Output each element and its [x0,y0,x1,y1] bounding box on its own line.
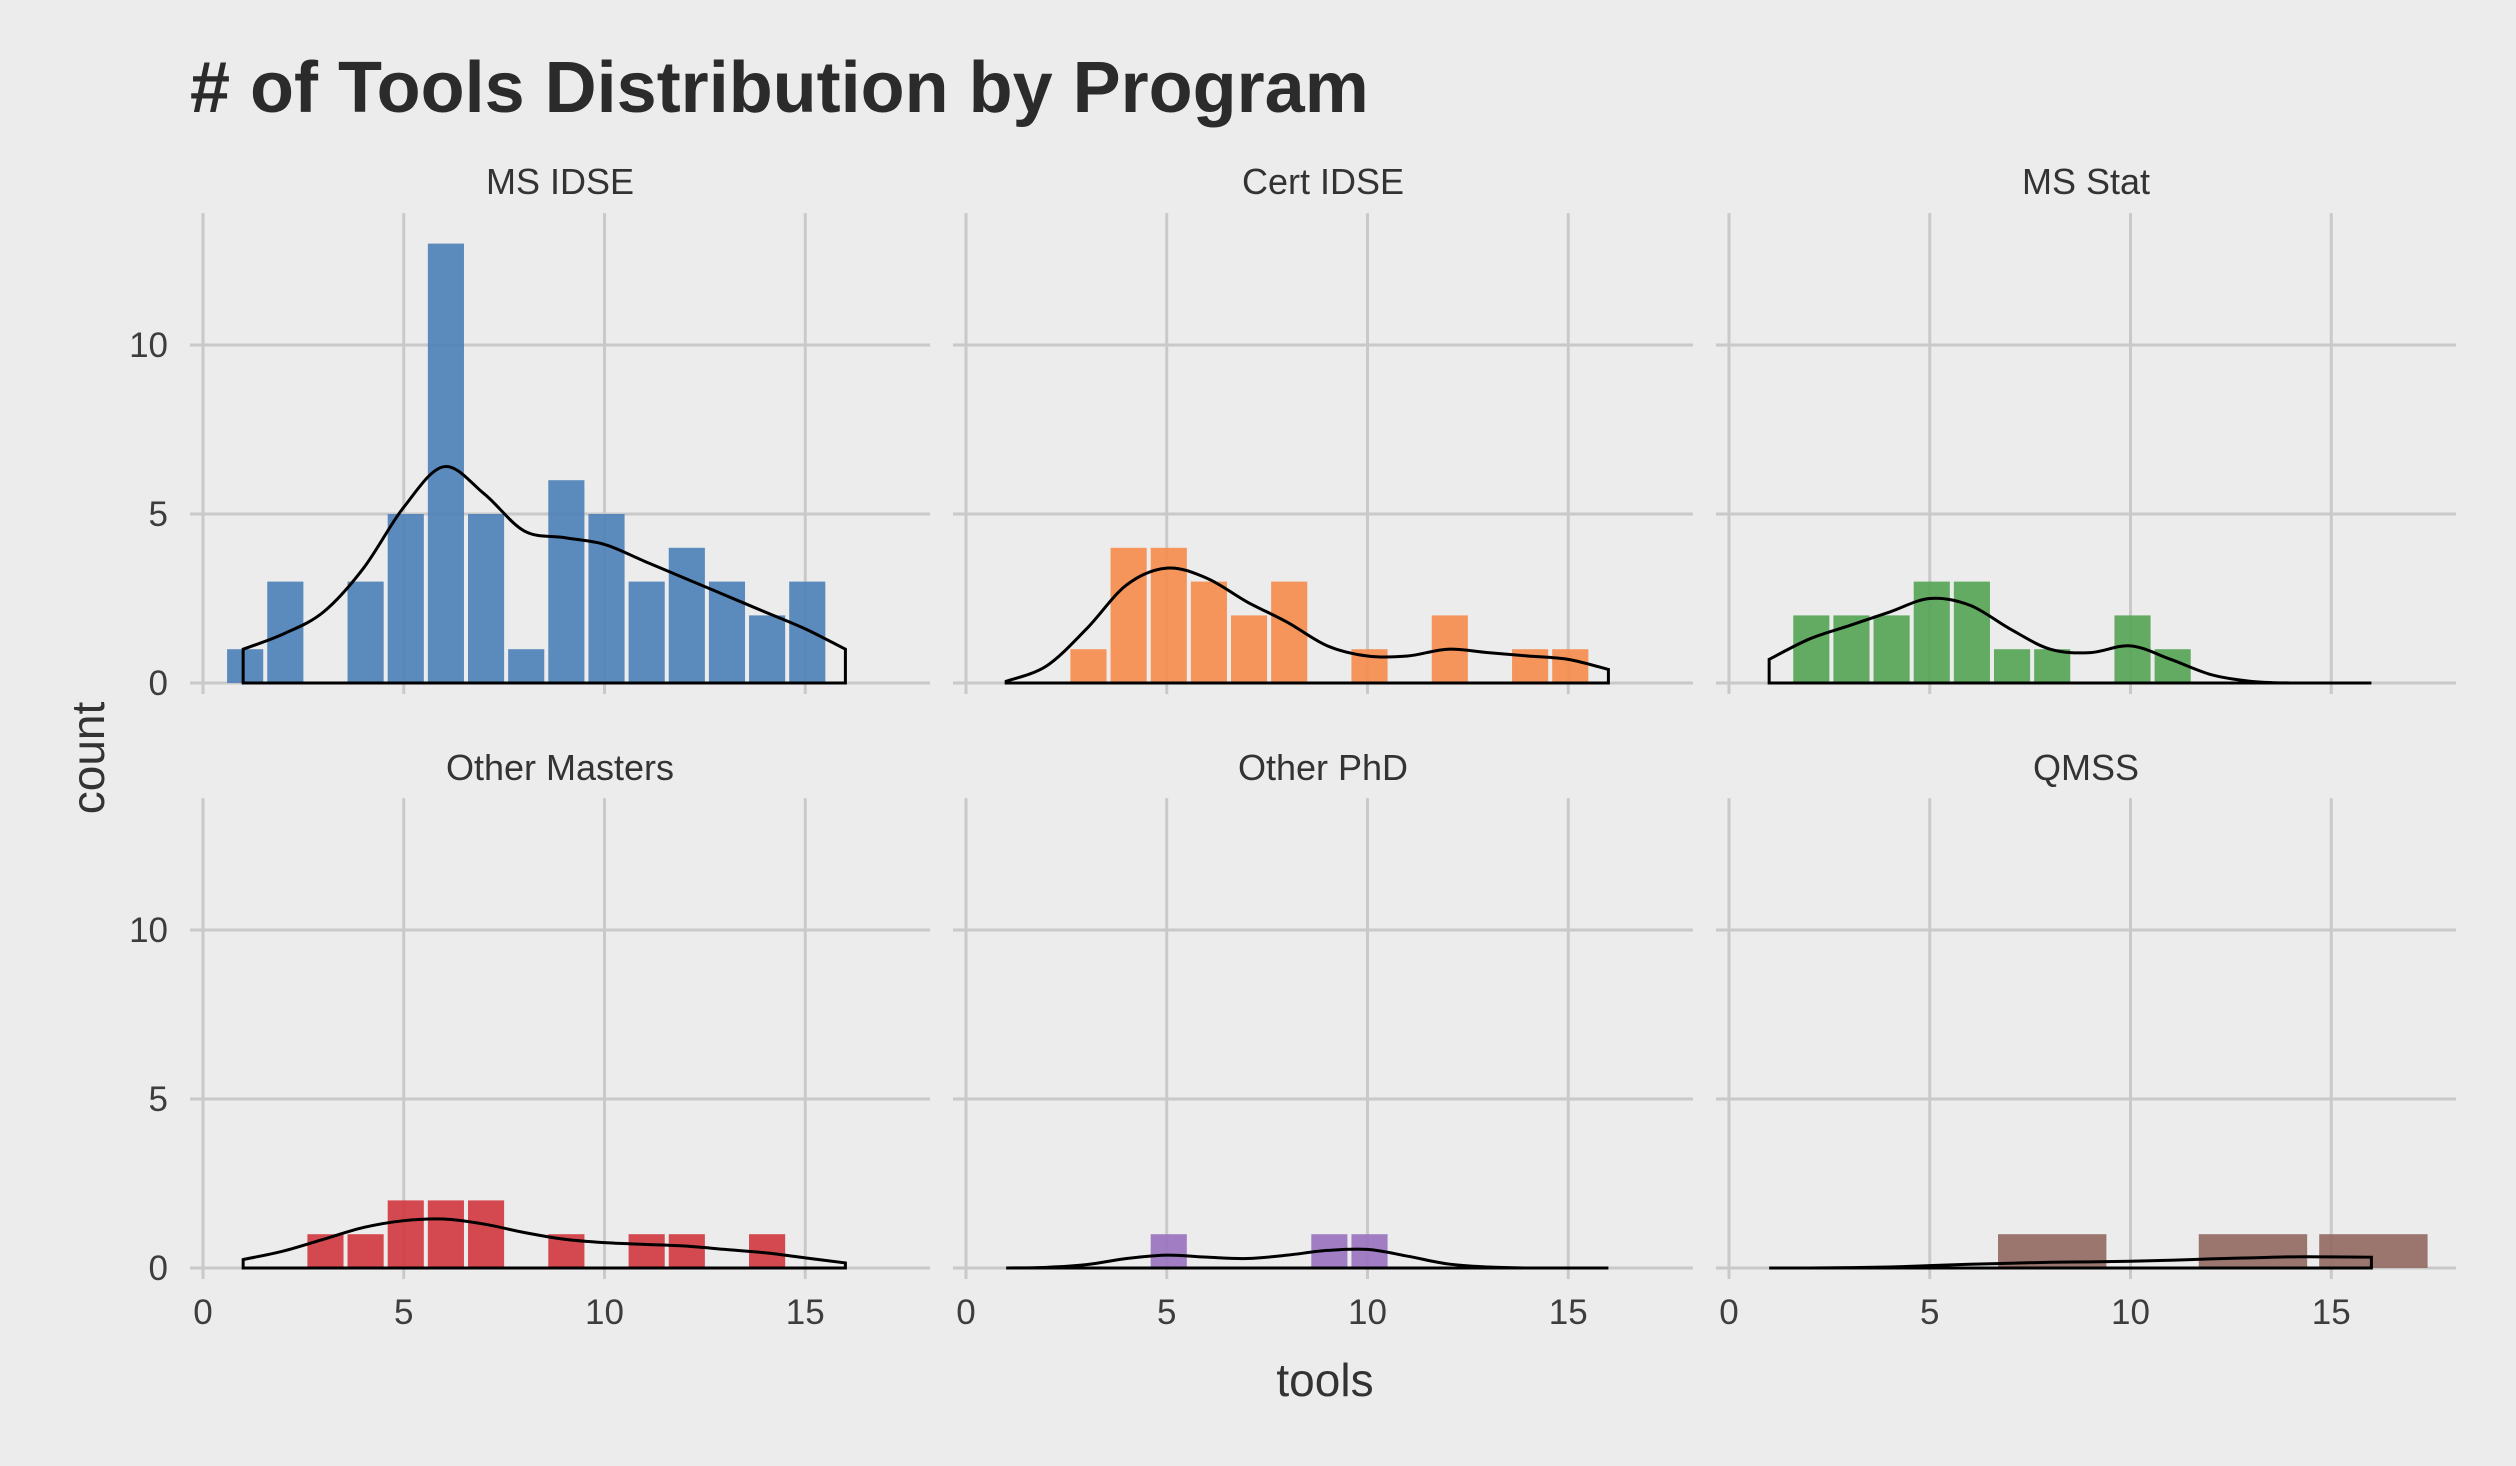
histogram-bar [347,1234,384,1268]
histogram-bar [668,547,705,683]
histogram-bar [1953,581,1990,683]
facet-strip-label: MS Stat [2022,161,2150,202]
x-tick-label: 5 [394,1293,413,1332]
histogram-bar [548,480,585,683]
x-tick-label: 5 [1920,1293,1939,1332]
histogram-bar [668,1234,705,1268]
histogram-bar [467,514,505,683]
density-curve [241,1217,847,1270]
facet-strip-label: Other PhD [1238,747,1408,788]
facet-strip-label: Cert IDSE [1242,161,1404,202]
density-curve [1767,596,2372,685]
histogram-bar [749,615,786,683]
y-axis-title: count [62,702,114,815]
y-tick-label: 10 [129,326,168,365]
histogram-bar [628,1234,665,1268]
y-tick-label: 5 [149,1080,168,1119]
facet-panel: MS IDSE 0 5 10 [129,161,930,703]
histogram-bar [347,581,384,683]
histogram-bar [588,514,625,683]
facet-panel: QMSS 0 5 10 15 [1716,747,2456,1332]
histogram-bar [789,581,826,683]
facet-strip-label: MS IDSE [486,161,634,202]
density-curve [1004,566,1610,685]
facet-panels: MS IDSE 0 5 10 Cert IDSE MS Stat Other Masters… [129,161,2456,1332]
facet-panel: Cert IDSE [953,161,1693,694]
facet-strip-label: QMSS [2033,747,2139,788]
density-curve [1769,1255,2373,1270]
histogram-bar [1913,581,1950,683]
facet-panel: Other PhD 0 5 10 15 [953,747,1693,1332]
histogram-bar [1793,615,1830,683]
density-curve [1006,1247,1609,1270]
histogram-bar [2034,649,2071,683]
x-tick-label: 15 [1549,1293,1588,1332]
histogram-bar [1110,547,1147,683]
histogram-bar [1873,615,1910,683]
histogram-bar [1190,581,1227,683]
histogram-bar [387,514,424,683]
facet-panel: Other Masters 0 5 10 0 5 10 15 [129,747,930,1332]
x-axis-title: tools [1276,1354,1373,1406]
histogram-bar [1070,649,1107,683]
x-tick-label: 0 [193,1293,212,1332]
x-tick-label: 15 [786,1293,825,1332]
y-tick-label: 5 [149,495,168,534]
histogram-bar [708,581,746,683]
facet-panel: MS Stat [1716,161,2456,694]
histogram-bar [227,649,264,683]
histogram-bar [427,243,464,683]
histogram-bar [427,1200,464,1268]
x-tick-label: 10 [1348,1293,1387,1332]
chart-title: # of Tools Distribution by Program [190,48,1369,128]
y-tick-label: 0 [149,664,168,703]
x-tick-label: 5 [1157,1293,1176,1332]
x-tick-label: 10 [2111,1293,2150,1332]
histogram-bar [508,649,545,683]
x-tick-label: 15 [2312,1293,2351,1332]
x-tick-label: 10 [585,1293,624,1332]
histogram-bar [1552,649,1589,683]
histogram-bar [1833,615,1870,683]
histogram-bar [1230,615,1268,683]
y-tick-label: 0 [149,1249,168,1288]
histogram-bar [2319,1234,2428,1268]
y-tick-label: 10 [129,911,168,950]
density-curve [241,465,847,685]
x-tick-label: 0 [1719,1293,1738,1332]
histogram-bar [2198,1234,2308,1268]
histogram-bar [467,1200,505,1268]
histogram-bar [1993,649,2031,683]
histogram-bar [1150,1234,1187,1268]
histogram-bar [628,581,665,683]
x-tick-label: 0 [956,1293,975,1332]
histogram-bar [387,1200,424,1268]
facet-strip-label: Other Masters [446,747,674,788]
